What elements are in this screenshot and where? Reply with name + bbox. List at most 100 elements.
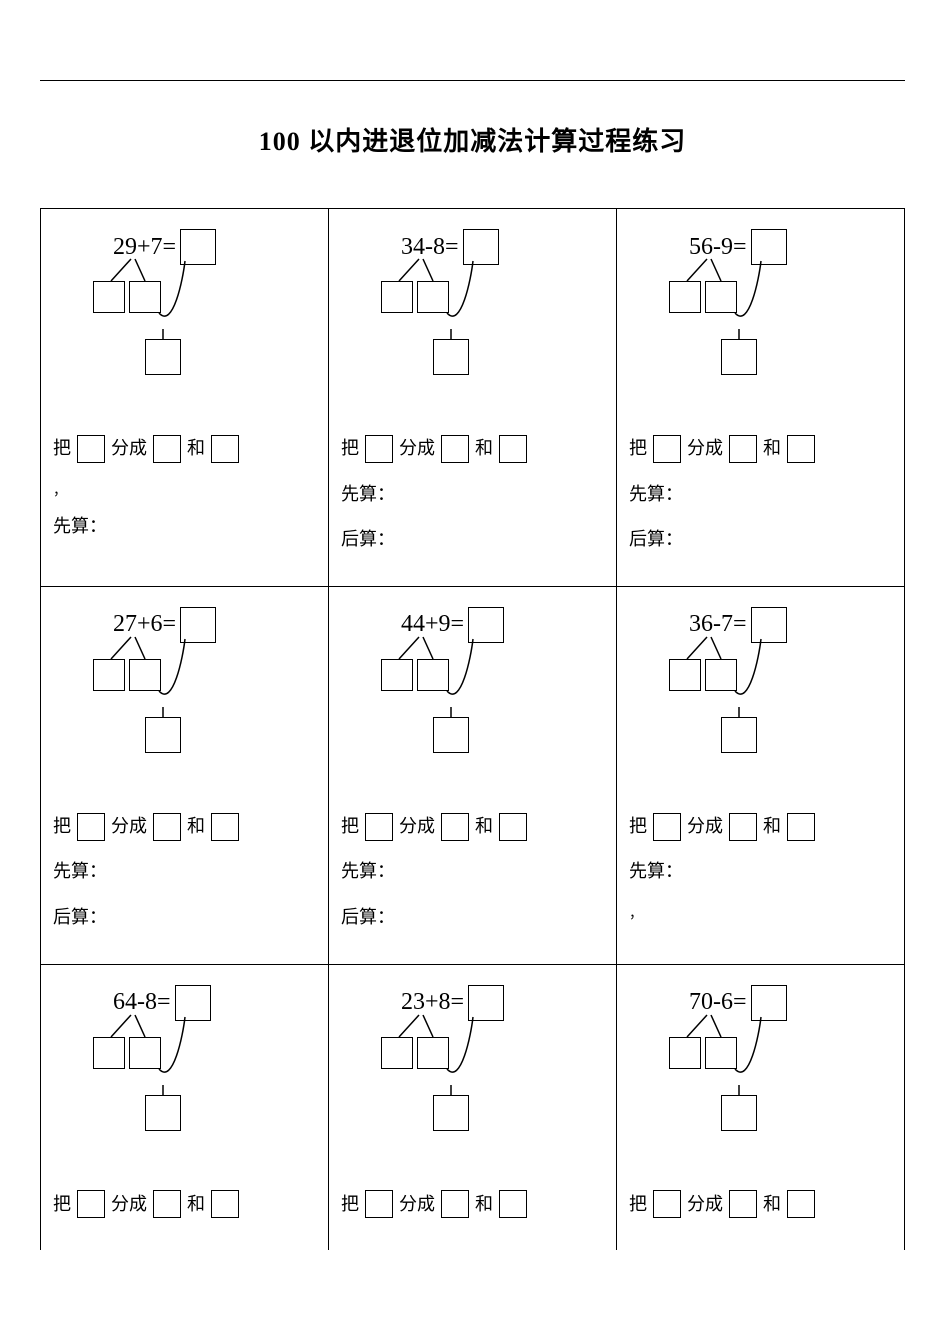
sentence-box-1[interactable]: [653, 813, 681, 841]
first-calc-label: 先算：: [341, 475, 395, 515]
intermediate-box[interactable]: [433, 1095, 469, 1131]
label-he: 和: [763, 807, 781, 847]
diagram-lines: [341, 607, 601, 787]
split-box-2[interactable]: [417, 1037, 449, 1069]
split-sentence: 把分成和: [341, 429, 604, 469]
sentence-box-2[interactable]: [729, 1190, 757, 1218]
split-sentence: 把分成和: [341, 807, 604, 847]
problem-cell: 29+7=把分成和，先算：: [41, 209, 329, 587]
label-fencheng: 分成: [111, 1185, 147, 1225]
sentence-box-1[interactable]: [77, 435, 105, 463]
split-box-1[interactable]: [381, 659, 413, 691]
diagram-lines: [341, 985, 601, 1165]
sentence-box-2[interactable]: [153, 813, 181, 841]
sentence-box-2[interactable]: [153, 435, 181, 463]
sentence-box-1[interactable]: [653, 435, 681, 463]
intermediate-box[interactable]: [721, 339, 757, 375]
intermediate-box[interactable]: [433, 339, 469, 375]
intermediate-box[interactable]: [145, 1095, 181, 1131]
split-diagram: 36-7=: [629, 607, 892, 787]
comma-mark: ，: [53, 477, 316, 508]
intermediate-box[interactable]: [145, 339, 181, 375]
first-calc: 先算：: [629, 475, 892, 515]
sentence-box-2[interactable]: [153, 1190, 181, 1218]
text-lines: 把分成和先算： 后算：: [341, 807, 604, 938]
sentence-box-3[interactable]: [787, 1190, 815, 1218]
split-diagram: 44+9=: [341, 607, 604, 787]
text-lines: 把分成和: [341, 1185, 604, 1225]
first-calc: 先算：: [53, 852, 316, 892]
split-box-2[interactable]: [417, 281, 449, 313]
intermediate-box[interactable]: [433, 717, 469, 753]
diagram-lines: [629, 985, 889, 1165]
label-he: 和: [187, 1185, 205, 1225]
split-box-1[interactable]: [93, 1037, 125, 1069]
intermediate-box[interactable]: [721, 1095, 757, 1131]
sentence-box-1[interactable]: [365, 813, 393, 841]
then-calc: 后算：: [53, 898, 316, 938]
sentence-box-2[interactable]: [441, 813, 469, 841]
sentence-box-1[interactable]: [653, 1190, 681, 1218]
sentence-box-3[interactable]: [499, 435, 527, 463]
split-box-1[interactable]: [381, 1037, 413, 1069]
then-calc: 后算：: [341, 898, 604, 938]
sentence-box-2[interactable]: [441, 1190, 469, 1218]
split-box-1[interactable]: [93, 659, 125, 691]
split-box-2[interactable]: [129, 281, 161, 313]
split-diagram: 23+8=: [341, 985, 604, 1165]
sentence-box-3[interactable]: [211, 1190, 239, 1218]
sentence-box-3[interactable]: [787, 435, 815, 463]
label-he: 和: [187, 807, 205, 847]
worksheet-page: 100 以内进退位加减法计算过程练习 29+7=把分成和，先算：34-8=把分成…: [0, 0, 945, 1290]
first-calc: 先算：: [341, 852, 604, 892]
sentence-box-3[interactable]: [211, 813, 239, 841]
split-diagram: 64-8=: [53, 985, 316, 1165]
sentence-box-2[interactable]: [729, 813, 757, 841]
intermediate-box[interactable]: [721, 717, 757, 753]
intermediate-box[interactable]: [145, 717, 181, 753]
split-box-2[interactable]: [705, 659, 737, 691]
first-calc: 先算：: [341, 475, 604, 515]
split-box-2[interactable]: [705, 1037, 737, 1069]
label-ba: 把: [53, 1185, 71, 1225]
first-calc-label: 先算：: [53, 507, 107, 547]
text-lines: 把分成和: [53, 1185, 316, 1225]
text-lines: 把分成和先算： 后算：: [341, 429, 604, 560]
split-box-2[interactable]: [129, 659, 161, 691]
sentence-box-1[interactable]: [365, 435, 393, 463]
text-lines: 把分成和先算：，: [629, 807, 892, 931]
first-calc-label: 先算：: [629, 852, 683, 892]
problem-grid: 29+7=把分成和，先算：34-8=把分成和先算：后算：56-9=把分成和先算：…: [40, 208, 905, 1250]
split-box-1[interactable]: [669, 659, 701, 691]
split-box-1[interactable]: [93, 281, 125, 313]
label-fencheng: 分成: [687, 807, 723, 847]
sentence-box-3[interactable]: [499, 813, 527, 841]
split-box-2[interactable]: [417, 659, 449, 691]
label-he: 和: [187, 429, 205, 469]
split-box-1[interactable]: [669, 281, 701, 313]
sentence-box-1[interactable]: [77, 1190, 105, 1218]
then-calc-label: 后算：: [341, 898, 395, 938]
sentence-box-1[interactable]: [77, 813, 105, 841]
split-box-2[interactable]: [705, 281, 737, 313]
diagram-lines: [341, 229, 601, 409]
sentence-box-2[interactable]: [729, 435, 757, 463]
label-ba: 把: [53, 807, 71, 847]
split-box-1[interactable]: [669, 1037, 701, 1069]
split-sentence: 把分成和: [629, 1185, 892, 1225]
sentence-box-3[interactable]: [499, 1190, 527, 1218]
sentence-box-3[interactable]: [787, 813, 815, 841]
first-calc-label: 先算：: [629, 475, 683, 515]
label-he: 和: [475, 1185, 493, 1225]
label-ba: 把: [341, 1185, 359, 1225]
split-box-2[interactable]: [129, 1037, 161, 1069]
then-calc: 后算：: [341, 520, 604, 560]
problem-cell: 64-8= 把分成和: [41, 965, 329, 1251]
split-sentence: 把分成和: [53, 1185, 316, 1225]
sentence-box-2[interactable]: [441, 435, 469, 463]
problem-cell: 27+6=把分成和先算：后算：: [41, 587, 329, 965]
sentence-box-1[interactable]: [365, 1190, 393, 1218]
sentence-box-3[interactable]: [211, 435, 239, 463]
label-ba: 把: [341, 807, 359, 847]
split-box-1[interactable]: [381, 281, 413, 313]
